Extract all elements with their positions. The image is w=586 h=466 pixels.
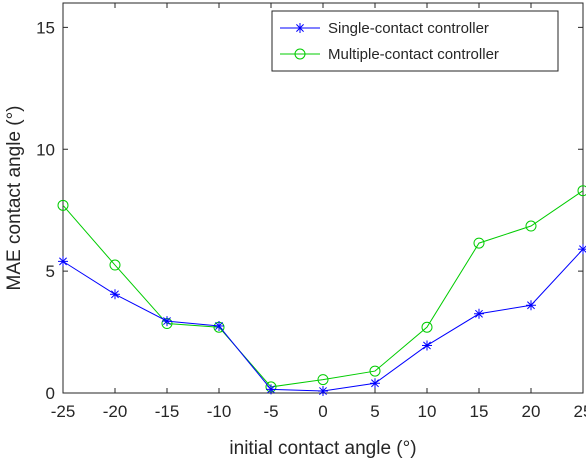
- y-tick-label: 15: [36, 18, 55, 37]
- x-tick-label: -5: [263, 402, 278, 421]
- x-tick-label: -20: [103, 402, 128, 421]
- y-tick-label: 10: [36, 140, 55, 159]
- x-tick-label: 0: [318, 402, 327, 421]
- data-point-single-contact: [110, 289, 120, 300]
- data-point-multiple-contact: [57, 199, 69, 211]
- data-point-multiple-contact: [473, 237, 485, 249]
- x-axis-label: initial contact angle (°): [229, 438, 416, 459]
- data-point-single-contact: [58, 256, 68, 267]
- legend-marker-single-contact: [295, 23, 305, 33]
- series-layer: [57, 185, 586, 397]
- legend-label-multiple-contact: Multiple-contact controller: [328, 46, 499, 63]
- y-tick-label: 5: [46, 262, 55, 281]
- data-point-single-contact: [526, 300, 536, 311]
- data-point-single-contact: [318, 386, 328, 397]
- data-point-single-contact: [422, 340, 432, 351]
- y-axis-label: MAE contact angle (°): [4, 105, 25, 290]
- x-tick-label: 20: [522, 402, 541, 421]
- series-line-multiple-contact: [62, 190, 584, 388]
- x-tick-label: 15: [470, 402, 489, 421]
- y-tick-label: 0: [46, 384, 55, 403]
- data-point-multiple-contact: [109, 259, 121, 271]
- data-point-single-contact: [370, 378, 380, 389]
- data-point-multiple-contact: [525, 220, 537, 232]
- data-point-multiple-contact: [317, 374, 329, 386]
- legend-label-single-contact: Single-contact controller: [328, 20, 489, 37]
- x-tick-label: -25: [51, 402, 76, 421]
- data-point-single-contact: [214, 320, 224, 331]
- x-tick-label: -15: [155, 402, 180, 421]
- x-tick-label: -10: [207, 402, 232, 421]
- x-tick-label: 5: [370, 402, 379, 421]
- data-point-single-contact: [474, 308, 484, 319]
- data-point-single-contact: [578, 244, 586, 255]
- data-point-multiple-contact: [369, 365, 381, 377]
- data-point-multiple-contact: [577, 185, 586, 197]
- x-tick-label: 10: [418, 402, 437, 421]
- legend-box: [271, 10, 559, 72]
- legend: Single-contact controller Multiple-contac…: [271, 10, 559, 72]
- legend-marker-multiple-contact: [294, 48, 306, 60]
- x-tick-label: 25: [574, 402, 586, 421]
- data-point-multiple-contact: [421, 321, 433, 333]
- data-point-single-contact: [266, 384, 276, 395]
- data-point-single-contact: [162, 316, 172, 327]
